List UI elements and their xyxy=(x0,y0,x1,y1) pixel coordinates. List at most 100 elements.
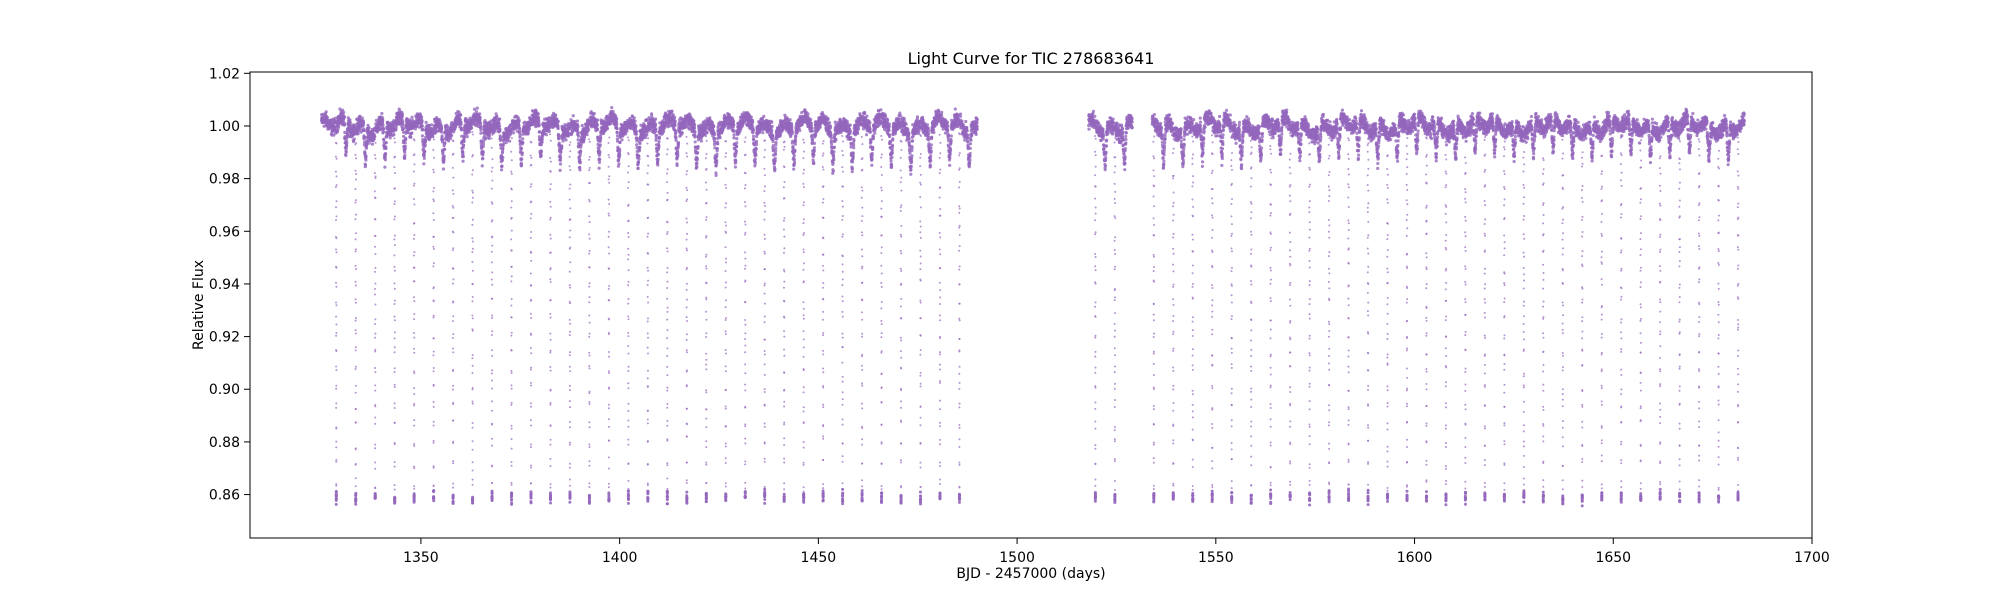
data-point xyxy=(440,134,443,137)
data-point xyxy=(871,152,874,155)
data-point xyxy=(771,125,774,128)
data-point xyxy=(735,150,738,153)
data-point xyxy=(713,133,716,136)
data-point xyxy=(869,130,872,133)
data-point xyxy=(518,134,521,137)
data-point xyxy=(696,151,699,154)
data-point xyxy=(410,131,413,134)
data-point xyxy=(410,116,413,119)
data-point xyxy=(869,140,872,143)
data-point xyxy=(830,143,833,146)
data-point xyxy=(873,132,876,135)
data-point xyxy=(798,129,801,132)
data-point xyxy=(420,119,423,122)
data-point xyxy=(635,133,638,136)
data-point xyxy=(478,112,481,115)
data-point xyxy=(373,135,376,138)
data-point xyxy=(479,116,482,119)
data-point xyxy=(462,140,465,143)
data-point xyxy=(674,120,677,123)
data-point xyxy=(771,134,774,137)
data-point xyxy=(829,124,832,127)
data-point xyxy=(596,128,599,131)
data-point xyxy=(521,137,524,140)
data-point xyxy=(520,157,523,160)
data-point xyxy=(834,138,837,141)
data-point xyxy=(849,130,852,133)
data-point xyxy=(732,129,735,132)
data-point xyxy=(498,125,501,128)
data-point xyxy=(484,137,487,140)
data-point xyxy=(879,108,882,111)
data-point xyxy=(423,154,426,157)
data-point xyxy=(545,133,548,136)
data-point xyxy=(716,147,719,150)
data-point xyxy=(693,130,696,133)
data-point xyxy=(930,150,933,153)
data-point xyxy=(598,158,601,161)
data-point xyxy=(384,158,387,161)
data-point xyxy=(946,124,949,127)
data-point xyxy=(389,136,392,139)
data-point xyxy=(792,168,795,171)
data-point xyxy=(694,140,697,143)
data-point xyxy=(421,128,424,131)
data-point xyxy=(508,140,511,143)
data-point xyxy=(541,138,544,141)
data-point xyxy=(755,147,758,150)
data-point xyxy=(929,147,932,150)
data-point xyxy=(695,162,698,165)
data-point xyxy=(899,114,902,117)
data-point xyxy=(403,157,406,160)
data-point xyxy=(585,133,588,136)
data-point xyxy=(761,131,764,134)
data-point xyxy=(598,161,601,164)
data-point xyxy=(865,115,868,118)
data-point xyxy=(512,131,515,134)
data-point xyxy=(581,124,584,127)
data-point xyxy=(715,174,718,177)
data-point xyxy=(774,157,777,160)
data-point xyxy=(657,153,660,156)
data-point xyxy=(916,115,919,118)
data-point xyxy=(929,154,932,157)
data-point xyxy=(908,152,911,155)
data-point xyxy=(654,117,657,120)
data-point xyxy=(921,118,924,121)
data-point xyxy=(790,125,793,128)
data-point xyxy=(424,139,427,142)
data-point xyxy=(870,164,873,167)
data-point xyxy=(384,152,387,155)
data-point xyxy=(363,151,366,154)
data-point xyxy=(793,149,796,152)
data-point xyxy=(832,158,835,161)
data-point xyxy=(577,135,580,138)
data-point xyxy=(367,126,370,129)
data-point xyxy=(713,137,716,140)
data-point xyxy=(735,145,738,148)
data-point xyxy=(577,138,580,141)
data-point xyxy=(670,110,673,113)
data-point xyxy=(598,167,601,170)
data-point xyxy=(700,139,703,142)
data-point xyxy=(624,132,627,135)
data-point xyxy=(734,165,737,168)
data-point xyxy=(830,136,833,139)
data-point xyxy=(940,111,943,114)
data-point xyxy=(518,118,521,121)
data-point xyxy=(886,118,889,121)
data-point xyxy=(402,123,405,126)
data-point xyxy=(907,133,910,136)
data-point xyxy=(910,154,913,157)
data-point xyxy=(481,157,484,160)
data-point xyxy=(833,146,836,149)
data-point xyxy=(564,138,567,141)
data-point xyxy=(404,141,407,144)
data-point xyxy=(891,145,894,148)
data-point xyxy=(349,121,352,124)
data-point xyxy=(657,140,660,143)
data-point xyxy=(576,125,579,128)
data-point xyxy=(501,159,504,162)
data-point xyxy=(557,127,560,130)
data-point xyxy=(849,137,852,140)
